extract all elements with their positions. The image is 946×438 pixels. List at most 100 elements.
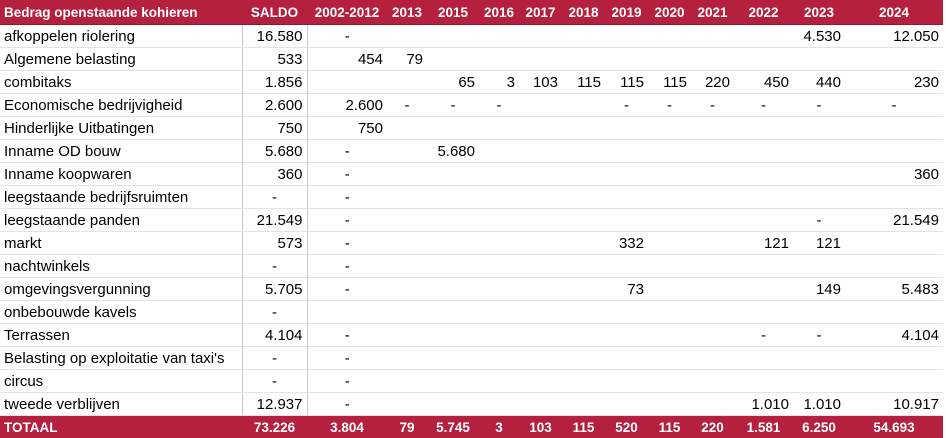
table-cell: [691, 393, 734, 416]
table-cell: -: [648, 94, 691, 117]
table-cell: -: [387, 94, 427, 117]
table-cell: [734, 278, 793, 301]
table-cell: 220: [691, 71, 734, 94]
table-cell: [605, 25, 648, 48]
table-cell: [648, 48, 691, 71]
table-cell: [845, 370, 943, 393]
table-cell: 3: [479, 71, 519, 94]
table-cell: [793, 140, 845, 163]
table-cell: [519, 117, 562, 140]
table-cell: [605, 209, 648, 232]
table-cell: [427, 347, 479, 370]
table-cell: [519, 163, 562, 186]
table-cell: [427, 163, 479, 186]
table-cell: [605, 117, 648, 140]
header-cell-2024: 2024: [845, 0, 943, 25]
table-cell: 73: [605, 278, 648, 301]
table-cell: 2.600: [307, 94, 387, 117]
table-cell: [845, 140, 943, 163]
table-cell: -: [307, 232, 387, 255]
header-cell-saldo: SALDO: [242, 0, 307, 25]
totals-cell-2015: 5.745: [427, 416, 479, 438]
table-cell: 149: [793, 278, 845, 301]
table-cell: [562, 117, 605, 140]
table-cell: 5.680: [427, 140, 479, 163]
table-cell: 115: [648, 71, 691, 94]
table-cell: [562, 163, 605, 186]
table-cell: [648, 232, 691, 255]
table-cell: -: [307, 186, 387, 209]
table-cell: [793, 186, 845, 209]
table-cell: [691, 324, 734, 347]
table-cell: [479, 301, 519, 324]
table-cell: [387, 324, 427, 347]
totals-cell-saldo: 73.226: [242, 416, 307, 438]
row-label: leegstaande panden: [0, 209, 242, 232]
table-cell: [307, 301, 387, 324]
table-cell: [519, 232, 562, 255]
table-cell: [387, 25, 427, 48]
table-cell: [734, 255, 793, 278]
table-cell: 573: [242, 232, 307, 255]
table-row: nachtwinkels--: [0, 255, 943, 278]
row-label: Economische bedrijvigheid: [0, 94, 242, 117]
table-cell: -: [242, 347, 307, 370]
table-cell: [691, 278, 734, 301]
totals-cell-2016: 3: [479, 416, 519, 438]
table-cell: -: [307, 393, 387, 416]
header-cell-2017: 2017: [519, 0, 562, 25]
table-cell: [605, 163, 648, 186]
table-cell: 16.580: [242, 25, 307, 48]
table-cell: -: [734, 324, 793, 347]
table-cell: [519, 324, 562, 347]
table-cell: [734, 163, 793, 186]
row-label: Terrassen: [0, 324, 242, 347]
table-cell: [387, 255, 427, 278]
table-cell: [427, 117, 479, 140]
header-cell-2022: 2022: [734, 0, 793, 25]
table-cell: [387, 71, 427, 94]
table-cell: [427, 48, 479, 71]
table-cell: [562, 140, 605, 163]
totals-cell-2002-2012: 3.804: [307, 416, 387, 438]
spreadsheet-view: Bedrag openstaande kohieren SALDO 2002-2…: [0, 0, 946, 424]
table-row: leegstaande bedrijfsruimten--: [0, 186, 943, 209]
table-cell: 230: [845, 71, 943, 94]
row-label: Algemene belasting: [0, 48, 242, 71]
table-cell: [605, 301, 648, 324]
table-cell: 332: [605, 232, 648, 255]
table-cell: [845, 301, 943, 324]
table-cell: -: [793, 209, 845, 232]
table-cell: [691, 25, 734, 48]
table-cell: -: [793, 324, 845, 347]
table-cell: [479, 140, 519, 163]
table-cell: [519, 140, 562, 163]
table-cell: [648, 163, 691, 186]
table-cell: [387, 347, 427, 370]
table-cell: [479, 255, 519, 278]
table-cell: [562, 324, 605, 347]
table-cell: -: [307, 25, 387, 48]
table-cell: [605, 186, 648, 209]
header-cell-2002-2012: 2002-2012: [307, 0, 387, 25]
table-cell: [562, 393, 605, 416]
table-cell: [387, 209, 427, 232]
table-cell: [427, 25, 479, 48]
table-cell: 121: [734, 232, 793, 255]
table-cell: 12.937: [242, 393, 307, 416]
table-cell: [387, 117, 427, 140]
table-cell: [479, 186, 519, 209]
table-cell: [479, 324, 519, 347]
totals-cell-2024: 54.693: [845, 416, 943, 438]
table-cell: [734, 140, 793, 163]
row-label: tweede verblijven: [0, 393, 242, 416]
table-cell: 1.010: [793, 393, 845, 416]
table-cell: 103: [519, 71, 562, 94]
